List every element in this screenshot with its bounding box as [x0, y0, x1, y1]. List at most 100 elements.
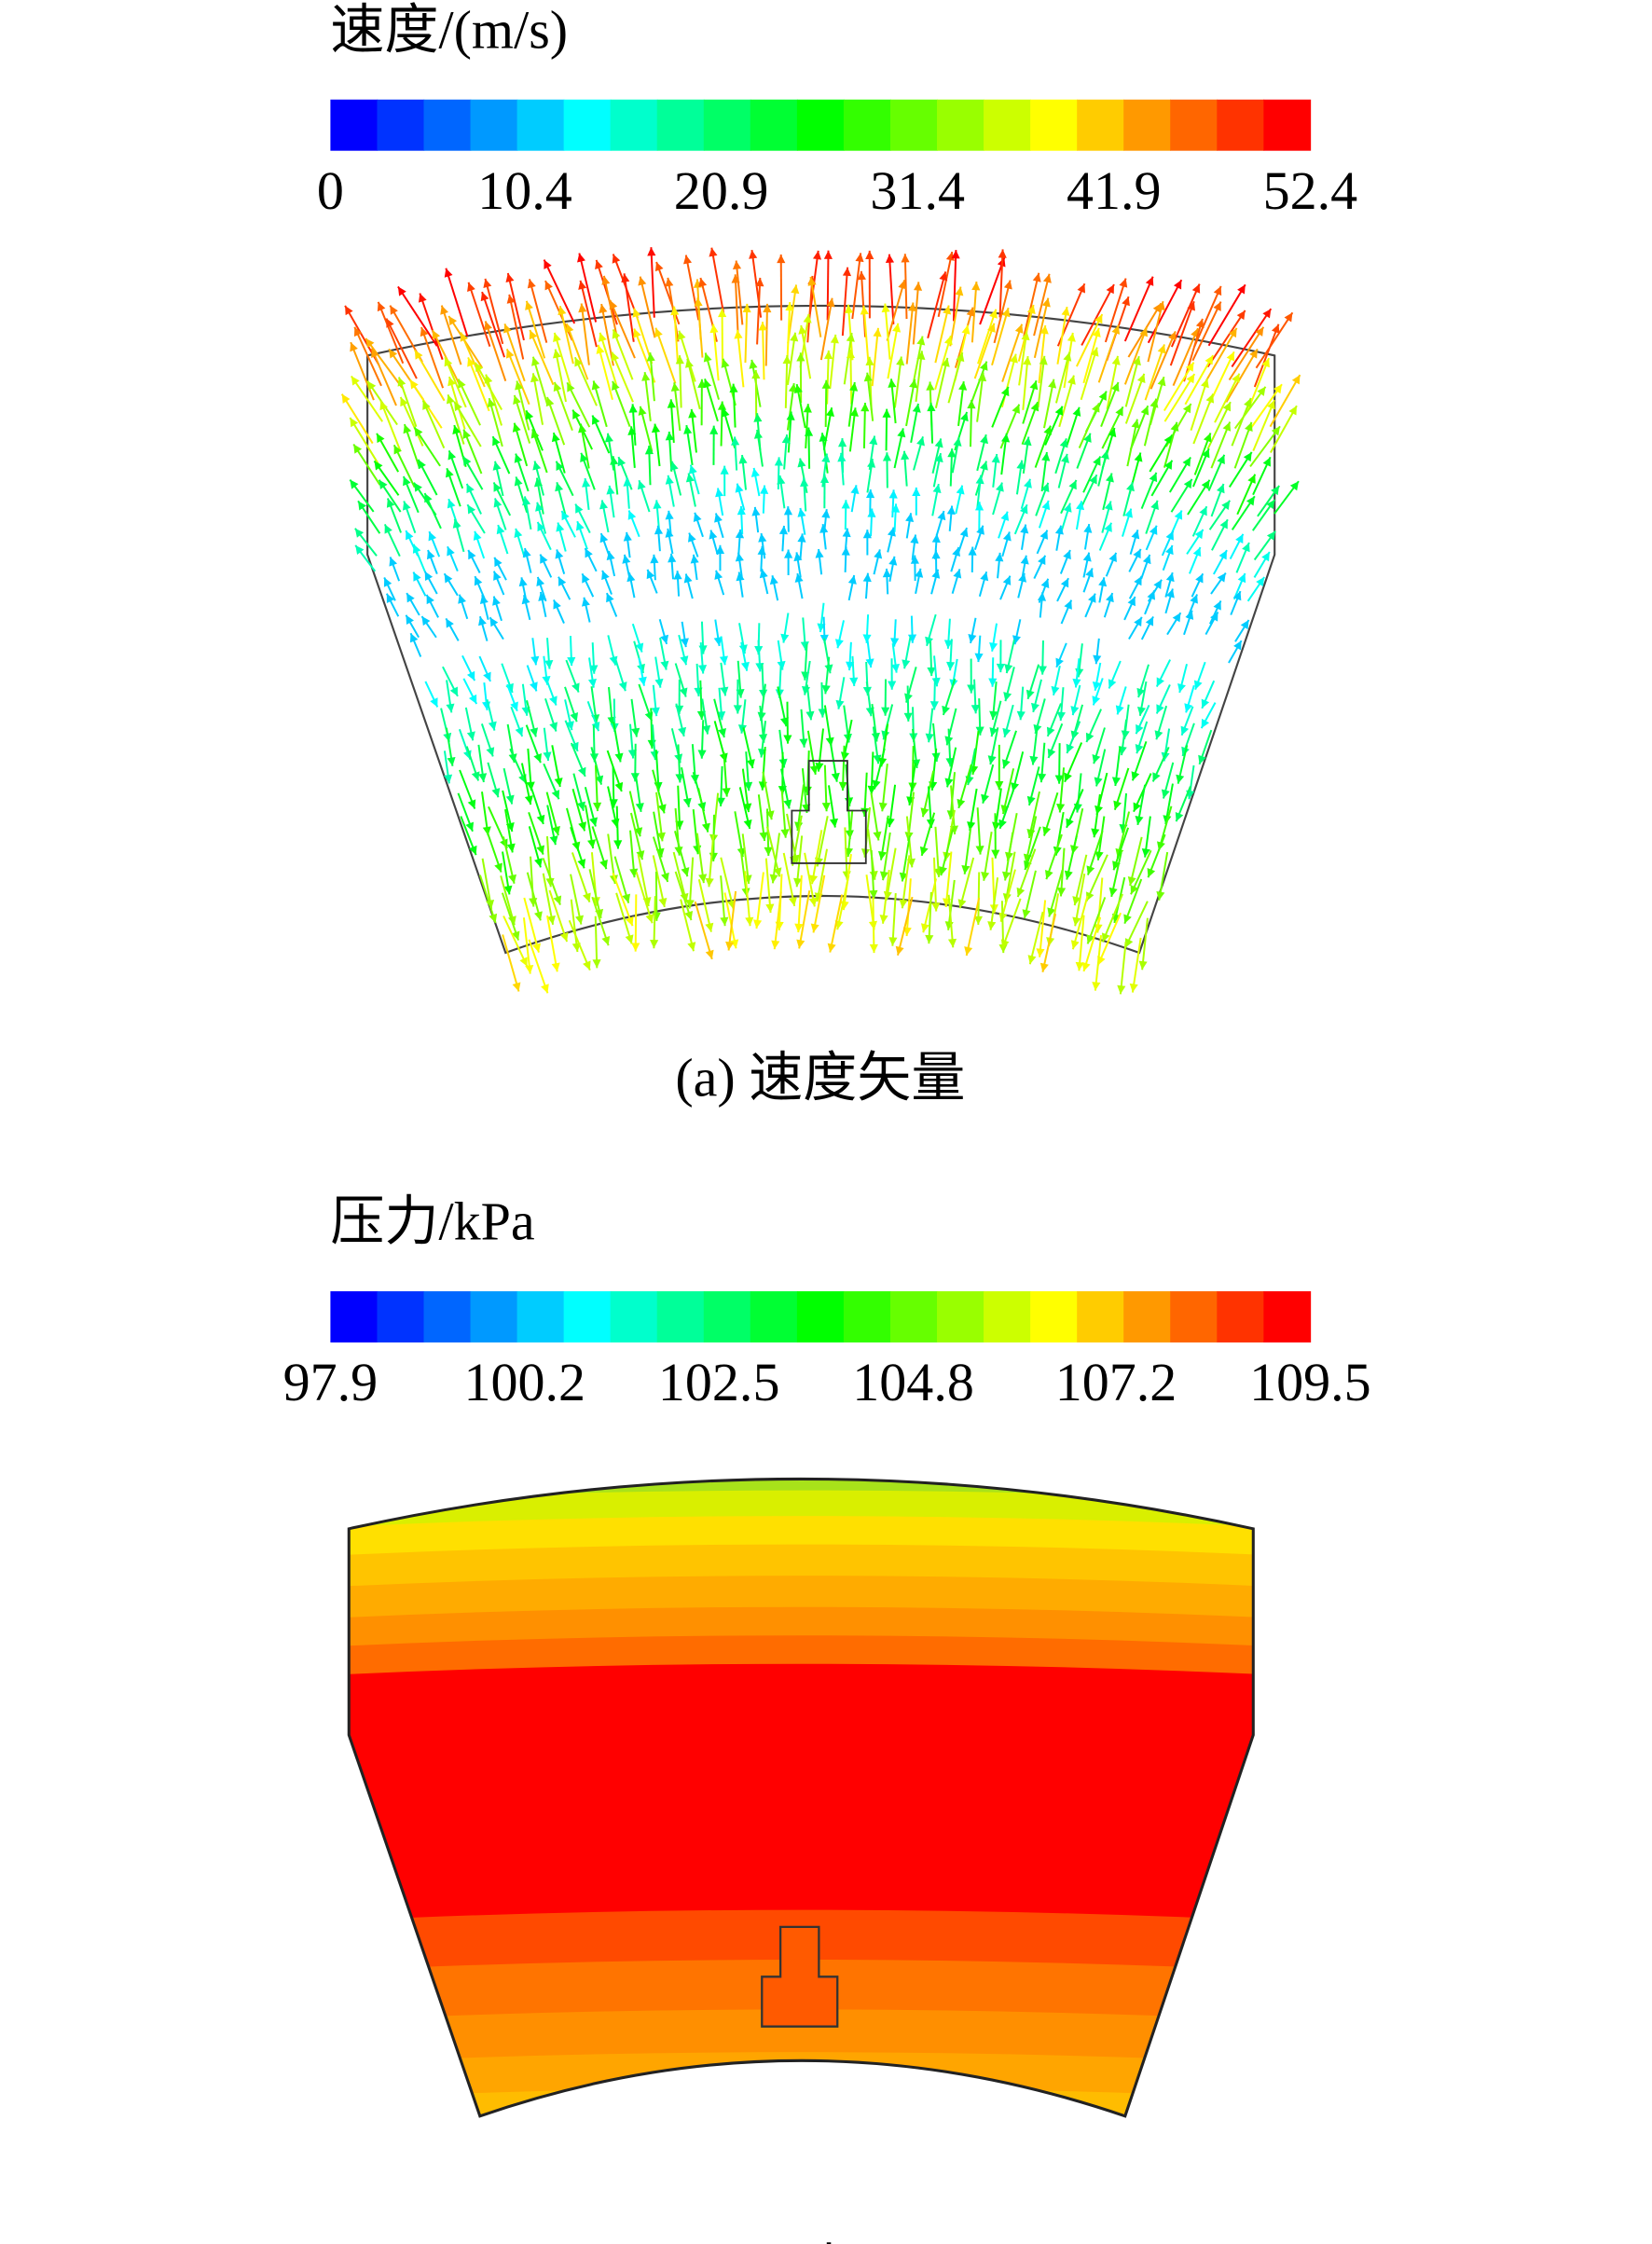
arrow-head: [578, 280, 587, 290]
arrow-head: [722, 788, 731, 797]
arrow-head: [479, 595, 489, 605]
arrow-head: [1131, 419, 1140, 429]
arrow-head: [732, 260, 742, 270]
arrow-head: [1039, 962, 1049, 972]
colorbar-band: [843, 1291, 891, 1342]
arrow-head: [561, 510, 570, 521]
arrow-head: [1093, 456, 1101, 466]
arrow-head: [1243, 451, 1252, 462]
arrow-head: [1040, 482, 1050, 493]
vector-arrow: [1228, 326, 1265, 381]
arrow-head: [668, 553, 677, 563]
arrow-head: [467, 799, 476, 809]
colorbar-band: [1263, 1291, 1312, 1342]
vector-arrow: [896, 896, 914, 957]
vector-arrow: [634, 894, 638, 952]
arrow-head: [629, 868, 639, 878]
arrow-head: [1056, 803, 1066, 813]
vector-arrow: [686, 358, 701, 410]
arrow-head: [1038, 773, 1047, 783]
arrow-head: [959, 411, 969, 422]
arrow-head: [555, 549, 564, 559]
arrow-head: [1136, 723, 1144, 735]
arrow-head: [953, 569, 962, 579]
arrow-head: [413, 571, 421, 582]
arrow-head: [1064, 772, 1072, 782]
arrow-head: [400, 396, 408, 407]
arrow-head: [1187, 301, 1195, 311]
arrow-head: [878, 802, 888, 812]
arrow-head: [892, 323, 902, 333]
vector-arrow: [525, 300, 546, 359]
arrow-head: [591, 380, 600, 391]
arrow-head: [957, 899, 967, 909]
arrow-head: [685, 473, 695, 483]
colorbar-tick-label: 104.8: [852, 1352, 974, 1412]
arrow-head: [651, 423, 661, 434]
arrow-head: [582, 478, 591, 488]
arrow-head: [406, 530, 414, 541]
arrow-head: [646, 352, 655, 362]
arrow-head: [1044, 869, 1053, 880]
vector-arrow: [710, 247, 725, 315]
arrow-head: [1037, 592, 1047, 601]
arrow-head: [609, 874, 618, 885]
vector-arrow: [786, 332, 797, 385]
arrow-head: [890, 663, 901, 673]
arrow-head: [749, 359, 758, 369]
arrow-head: [483, 671, 491, 681]
arrow-head: [697, 750, 707, 759]
colorbar-band: [1077, 99, 1124, 151]
arrow-head: [1004, 664, 1013, 674]
arrow-head: [593, 802, 602, 812]
arrow-head: [1193, 680, 1203, 690]
arrow-head: [1125, 938, 1134, 948]
arrow-head: [1063, 502, 1072, 513]
arrow-head: [575, 915, 585, 925]
arrow-head: [458, 594, 466, 604]
arrow-head: [837, 452, 847, 462]
arrow-head: [1142, 554, 1151, 565]
arrow-head: [819, 524, 829, 533]
arrow-head: [835, 699, 845, 709]
arrow-head: [1117, 984, 1126, 995]
arrow-head: [493, 498, 502, 508]
arrow-head: [862, 530, 872, 539]
arrow-head: [466, 670, 475, 681]
arrow-head: [506, 294, 516, 304]
arrow-head: [589, 817, 599, 827]
arrow-head: [553, 599, 561, 610]
colorbar-band: [889, 1291, 938, 1342]
vector-arrow: [977, 309, 998, 365]
arrow-head: [902, 927, 912, 937]
arrow-head: [1219, 519, 1228, 530]
arrow-head: [1108, 552, 1117, 563]
arrow-head: [888, 556, 898, 566]
arrow-head: [606, 485, 615, 495]
arrow-head: [1066, 743, 1075, 753]
arrow-head: [684, 910, 694, 921]
vector-arrow: [553, 332, 571, 386]
arrow-head: [758, 322, 767, 331]
vector-arrow: [1206, 310, 1246, 368]
arrow-head: [513, 394, 521, 406]
arrow-head: [546, 915, 556, 925]
arrow-head: [1147, 868, 1156, 878]
vector-arrow: [612, 872, 634, 927]
vector-arrow: [798, 890, 811, 949]
arrow-head: [571, 943, 581, 953]
colorbar-band: [563, 99, 612, 151]
figure-body: 速度/(m/s) 0 10.4 20.9 31.4 41.9 52.4 (a) 速度矢量压力/…: [283, 0, 1371, 2244]
arrow-head: [508, 874, 517, 884]
arrow-head: [673, 571, 682, 580]
arrow-head: [1082, 552, 1092, 562]
arrow-head: [553, 332, 561, 343]
arrow-head: [1136, 373, 1146, 384]
arrow-head: [1086, 865, 1095, 875]
colorbar-band: [470, 1291, 518, 1342]
vector-arrow: [414, 349, 446, 402]
arrow-head: [514, 528, 523, 538]
arrow-head: [494, 862, 502, 873]
arrow-head: [819, 433, 828, 442]
arrow-head: [978, 372, 987, 382]
